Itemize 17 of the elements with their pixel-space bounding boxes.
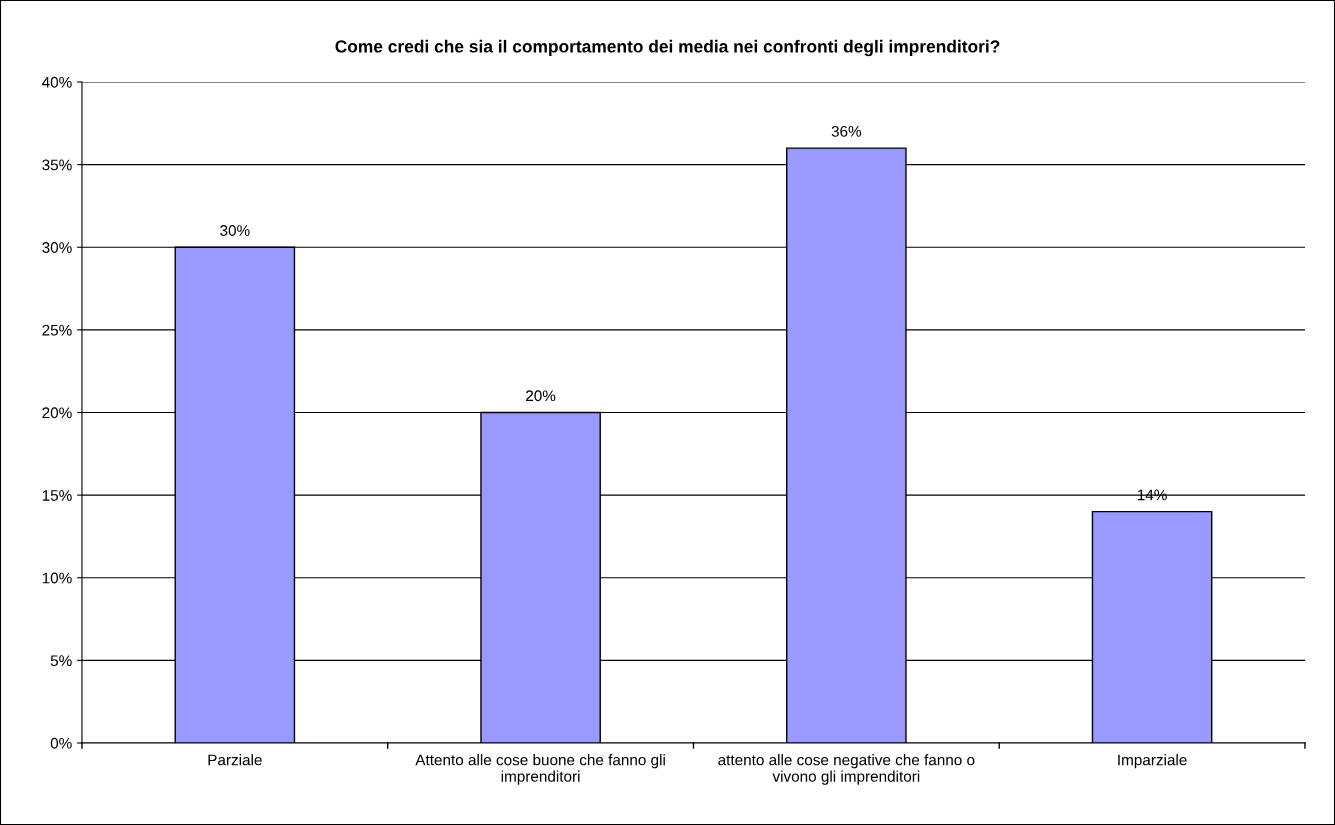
y-tick-label: 25% bbox=[42, 324, 72, 336]
data-label: 30% bbox=[220, 225, 250, 236]
data-label: 36% bbox=[831, 125, 862, 137]
y-tick-label: 20% bbox=[42, 407, 72, 419]
data-label: 20% bbox=[526, 390, 556, 402]
y-tick-label: 30% bbox=[42, 242, 72, 253]
y-tick-label: 15% bbox=[42, 490, 72, 501]
chart-title: Come credi che sia il comportamento dei media nei confronti degli imprenditori? bbox=[335, 39, 1000, 57]
y-tick-label: 10% bbox=[42, 572, 72, 584]
x-tick-label: Attento alle cose buone che fanno gli imprenditori bbox=[415, 754, 665, 785]
y-tick-label: 35% bbox=[42, 159, 72, 171]
y-tick-label: 0% bbox=[50, 737, 72, 749]
y-tick-label: 5% bbox=[50, 655, 72, 667]
x-tick-label: Parziale bbox=[208, 754, 262, 766]
y-tick-label: 40% bbox=[42, 76, 72, 88]
x-tick-label: attento alle cose negative che fanno o vivono gli imprenditori bbox=[718, 754, 975, 785]
x-tick-label: Imparziale bbox=[1118, 754, 1187, 769]
